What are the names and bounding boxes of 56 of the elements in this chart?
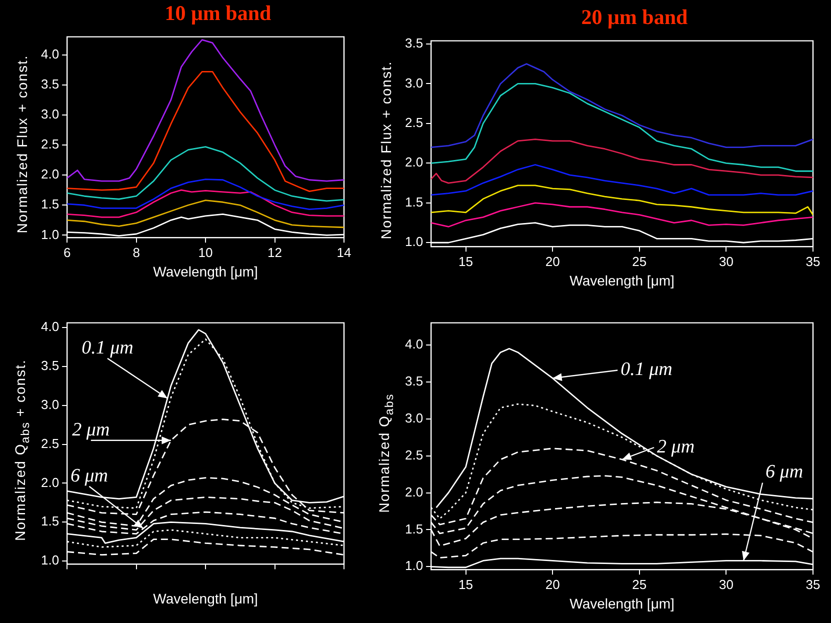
y-tick-label: 3.5 <box>404 36 424 51</box>
x-axis-title: Wavelength [μm] <box>570 595 674 612</box>
y-tick-label: 2.5 <box>40 436 60 451</box>
x-tick-label: 30 <box>718 254 734 269</box>
x-tick-label: 20 <box>545 254 560 269</box>
chart-title: 20 μm band <box>580 4 689 30</box>
y-tick-label: 2.0 <box>40 474 60 490</box>
x-tick-label: 8 <box>132 244 140 260</box>
x-tick-label: 25 <box>632 576 647 592</box>
y-tick-label: 1.5 <box>40 196 60 212</box>
y-tick-label: 2.0 <box>404 154 424 170</box>
y-tick-label: 4.0 <box>404 336 424 352</box>
y-tick-label: 3.0 <box>404 410 424 426</box>
y-tick-label: 4.0 <box>40 319 60 334</box>
y-tick-label: 2.5 <box>404 115 424 130</box>
chart-title: 10 μm band <box>164 0 272 26</box>
y-tick-label: 2.0 <box>40 166 60 182</box>
y-axis-title: Normalized Flux + const. <box>14 54 30 233</box>
y-tick-label: 1.5 <box>40 514 60 529</box>
y-tick-label: 1.0 <box>404 558 424 574</box>
y-axis-title: Normalized Flux + const. <box>378 60 394 240</box>
annotation: 6 μm <box>766 462 804 483</box>
annotation: 0.1 μm <box>82 337 134 358</box>
y-tick-label: 3.5 <box>40 358 60 373</box>
y-tick-label: 3.5 <box>40 76 60 92</box>
x-tick-label: 15 <box>458 576 474 592</box>
y-tick-label: 3.5 <box>404 373 424 388</box>
x-tick-label: 25 <box>632 254 647 269</box>
x-axis-title: Wavelength [μm] <box>153 590 258 606</box>
x-axis-title: Wavelength [μm] <box>153 263 258 280</box>
x-tick-label: 20 <box>545 576 560 592</box>
x-axis-title: Wavelength [μm] <box>570 272 674 288</box>
x-tick-label: 15 <box>458 254 474 269</box>
y-tick-label: 1.0 <box>40 226 60 242</box>
y-tick-label: 4.0 <box>40 46 60 62</box>
y-tick-label: 2.0 <box>404 484 424 500</box>
x-tick-label: 12 <box>268 244 282 260</box>
annotation: 0.1 μm <box>620 359 672 380</box>
y-tick-label: 1.5 <box>404 194 424 210</box>
y-tick-label: 1.0 <box>404 234 424 250</box>
x-tick-label: 14 <box>336 244 352 260</box>
x-tick-label: 35 <box>806 254 820 269</box>
annotation: 2 μm <box>657 436 695 458</box>
x-tick-label: 10 <box>198 244 213 260</box>
y-tick-label: 1.5 <box>404 521 424 536</box>
x-tick-label: 30 <box>718 576 734 592</box>
y-tick-label: 3.0 <box>40 396 60 412</box>
y-tick-label: 3.0 <box>40 106 60 122</box>
x-tick-label: 35 <box>806 576 820 592</box>
y-tick-label: 2.5 <box>404 447 424 462</box>
annotation: 2 μm <box>72 419 110 440</box>
x-tick-label: 6 <box>63 244 71 260</box>
annotation: 6 μm <box>70 465 108 486</box>
y-tick-label: 3.0 <box>404 75 424 90</box>
y-tick-label: 2.5 <box>40 136 60 152</box>
y-tick-label: 1.0 <box>40 552 60 568</box>
